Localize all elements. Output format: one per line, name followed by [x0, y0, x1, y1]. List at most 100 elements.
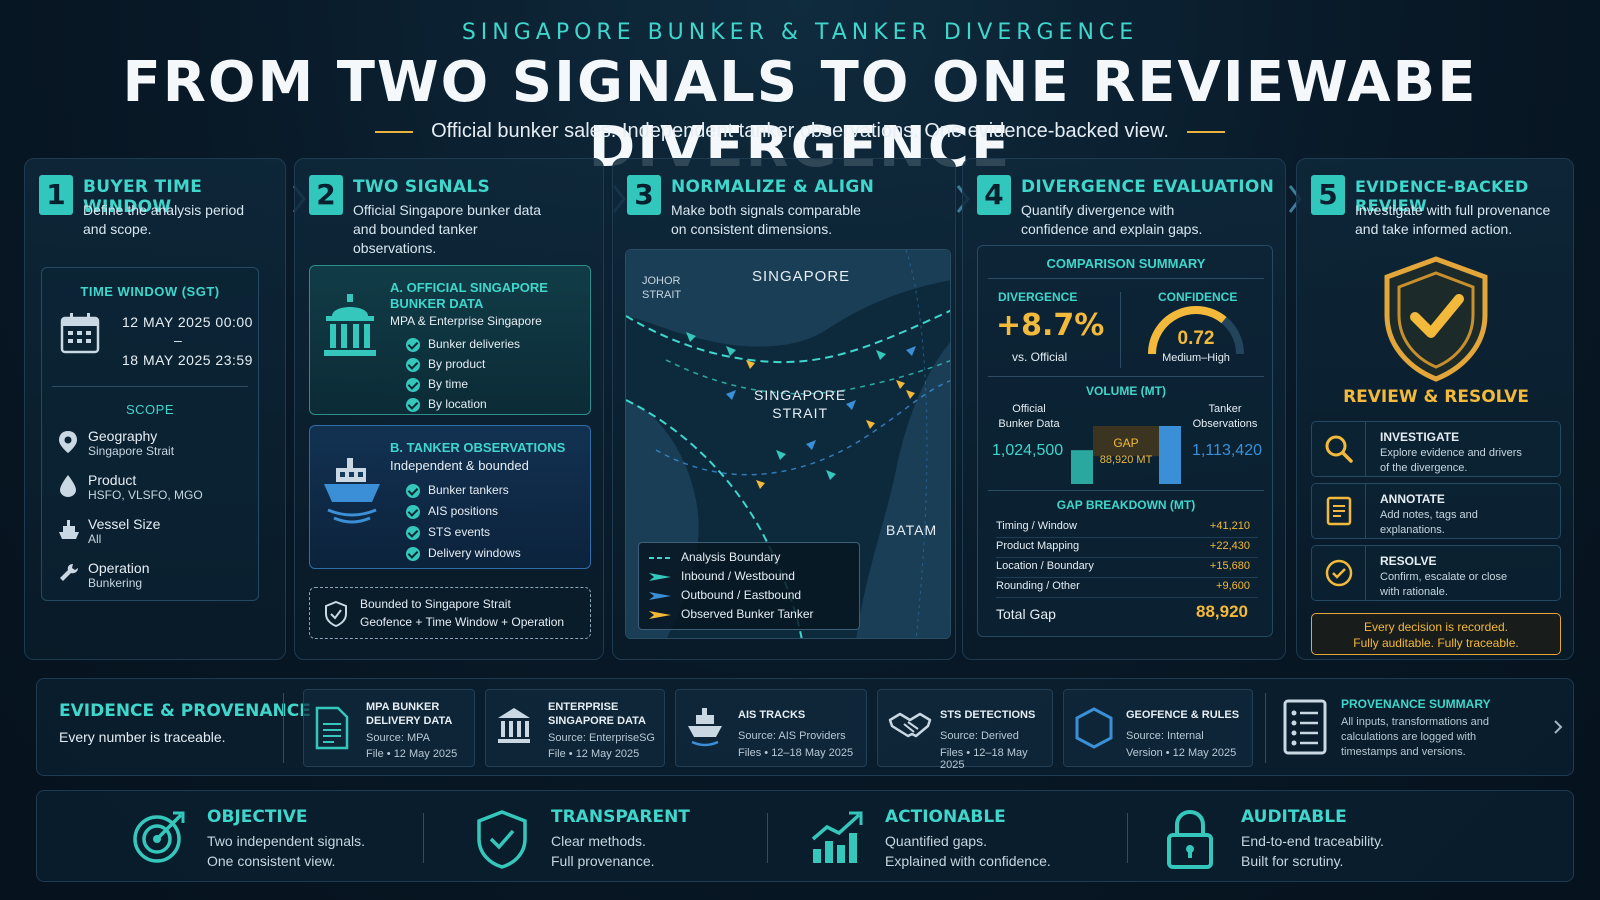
- evidence-card-sts[interactable]: STS DETECTIONS Source: Derived Files • 1…: [877, 689, 1053, 771]
- evidence-card-date: Version • 12 May 2025: [1126, 747, 1237, 759]
- kicker-title: SINGAPORE BUNKER & TANKER DIVERGENCE: [461, 20, 1139, 45]
- step-description-line: and bounded tanker: [353, 221, 478, 237]
- check-circle-icon: [1325, 559, 1353, 587]
- divider: [52, 386, 248, 387]
- scope-name: Vessel Size: [88, 516, 161, 532]
- breakdown-row: Rounding / Other +9,600: [996, 580, 1258, 598]
- step-panel-evidence-backed-review: 5 EVIDENCE-BACKED REVIEW Investigate wit…: [1296, 158, 1574, 660]
- breakdown-name: Timing / Window: [996, 520, 1077, 532]
- subtitle-text: Official bunker sales. Independent tanke…: [431, 120, 1169, 142]
- resolve-action[interactable]: RESOLVE Confirm, escalate or close with r…: [1311, 545, 1561, 601]
- list-item-label: By time: [428, 377, 469, 391]
- official-bunker-data-source: MPA & Enterprise Singapore: [390, 314, 542, 328]
- evidence-card-geofence[interactable]: GEOFENCE & RULES Source: Internal Versio…: [1063, 689, 1253, 767]
- step-panel-normalize-align: 3 NORMALIZE & ALIGN Make both signals co…: [612, 158, 956, 660]
- evidence-card-ais[interactable]: AIS TRACKS Source: AIS Providers Files •…: [675, 689, 867, 767]
- breakdown-name: Location / Boundary: [996, 560, 1094, 572]
- evidence-card-title: ENTERPRISE SINGAPORE DATA: [548, 700, 646, 728]
- tanker-volume-value: 1,113,420: [1192, 442, 1262, 459]
- official-volume-bar: [1071, 450, 1093, 484]
- principle-objective: OBJECTIVE Two independent signals. One co…: [131, 805, 411, 869]
- evidence-card-date: File • 12 May 2025: [366, 748, 458, 760]
- provenance-summary[interactable]: PROVENANCE SUMMARY All inputs, transform…: [1273, 687, 1569, 769]
- divider: [767, 813, 768, 863]
- principle-description: Two independent signals. One consistent v…: [207, 831, 365, 871]
- evidence-title: EVIDENCE & PROVENANCE: [59, 701, 311, 721]
- step-panel-divergence-evaluation: 4 DIVERGENCE EVALUATION Quantify diverge…: [962, 158, 1286, 660]
- evidence-card-title: GEOFENCE & RULES: [1126, 709, 1240, 721]
- chevron-right-icon[interactable]: [1553, 719, 1563, 735]
- description-line: calculations are logged with: [1341, 731, 1477, 743]
- shield-check-icon: [477, 810, 527, 869]
- target-icon: [133, 811, 185, 863]
- tanker-volume-bar: [1159, 426, 1181, 484]
- map-label-line: JOHOR: [642, 275, 681, 287]
- boundary-note-line: Bounded to Singapore Strait: [360, 597, 511, 611]
- step-description-line: on consistent dimensions.: [671, 221, 833, 237]
- list-item: Bunker tankers: [406, 482, 509, 500]
- tanker-ship-icon: [688, 708, 722, 747]
- evidence-provenance-bar: EVIDENCE & PROVENANCE Every number is tr…: [36, 678, 1574, 776]
- subtitle: Official bunker sales. Independent tanke…: [0, 120, 1600, 143]
- step-description: Quantify divergence with confidence and …: [1021, 201, 1202, 239]
- label-line: Observations: [1192, 418, 1258, 430]
- divider: [988, 490, 1264, 491]
- government-building-icon: [324, 294, 376, 356]
- scope-product: Product HSFO, VLSFO, MGO: [56, 472, 246, 510]
- breakdown-value: +41,210: [1209, 520, 1250, 532]
- evidence-card-mpa[interactable]: MPA BUNKER DELIVERY DATA Source: MPA File…: [303, 689, 475, 767]
- list-item-label: STS events: [428, 525, 491, 539]
- evidence-card-enterprise[interactable]: ENTERPRISE SINGAPORE DATA Source: Enterpr…: [485, 689, 665, 767]
- breakdown-row: Timing / Window +41,210: [996, 520, 1258, 538]
- principle-title: AUDITABLE: [1241, 807, 1347, 827]
- description-line: explanations.: [1380, 524, 1445, 536]
- step-description-line: Define the analysis period: [83, 202, 245, 218]
- scope-vessel-size: Vessel Size All: [56, 516, 246, 554]
- annotate-action[interactable]: ANNOTATE Add notes, tags and explanations…: [1311, 483, 1561, 539]
- principle-title: OBJECTIVE: [207, 807, 308, 827]
- confidence-value: 0.72: [1177, 328, 1215, 349]
- breakdown-value: +9,600: [1216, 580, 1250, 592]
- boundary-note-box: Bounded to Singapore Strait Geofence + T…: [309, 587, 591, 639]
- scope-name: Operation: [88, 560, 150, 576]
- step-title: NORMALIZE & ALIGN: [671, 177, 875, 197]
- official-bunker-data-box: A. OFFICIAL SINGAPORE BUNKER DATA MPA & …: [309, 265, 591, 415]
- audit-line: Fully auditable. Fully traceable.: [1353, 636, 1519, 650]
- evidence-sub: Every number is traceable.: [59, 729, 226, 745]
- check-icon: [406, 377, 420, 392]
- provenance-title: PROVENANCE SUMMARY: [1341, 697, 1491, 711]
- gap-band: [1093, 426, 1159, 457]
- government-building-icon: [498, 708, 530, 743]
- divider: [283, 693, 284, 763]
- legend-label: Outbound / Eastbound: [681, 588, 802, 602]
- title-line: MPA BUNKER: [366, 701, 440, 713]
- label-line: Bunker Data: [998, 418, 1060, 430]
- description-line: Explore evidence and drivers: [1380, 447, 1522, 459]
- description-line: Confirm, escalate or close: [1380, 571, 1508, 583]
- step-description-line: Quantify divergence with: [1021, 202, 1175, 218]
- scope-value: Bunkering: [88, 576, 143, 590]
- list-item-label: By location: [428, 397, 487, 411]
- scope-name: Product: [88, 472, 137, 488]
- handshake-icon: [888, 712, 932, 738]
- legend-item: Inbound / Westbound: [649, 569, 795, 585]
- title-line: A. OFFICIAL SINGAPORE: [390, 280, 548, 295]
- audit-note: Every decision is recorded. Fully audita…: [1311, 613, 1561, 655]
- step-title: BUYER TIME WINDOW: [83, 177, 203, 217]
- total-gap-label: Total Gap: [996, 606, 1056, 622]
- official-bunker-data-title: A. OFFICIAL SINGAPORE BUNKER DATA: [390, 280, 548, 312]
- list-item: AIS positions: [406, 503, 498, 521]
- legend-item: Analysis Boundary: [649, 550, 780, 566]
- total-gap-value: 88,920: [1196, 602, 1248, 621]
- description-line: with rationale.: [1380, 586, 1448, 598]
- tanker-ship-icon: [324, 458, 380, 524]
- step-title: EVIDENCE-BACKED REVIEW: [1355, 177, 1529, 215]
- evidence-card-source: Source: Derived: [940, 730, 1019, 742]
- investigate-action[interactable]: INVESTIGATE Explore evidence and drivers…: [1311, 421, 1561, 477]
- main-title: FROM TWO SIGNALS TO ONE REVIEWABE DIVERG…: [122, 50, 1478, 180]
- tanker-volume-label: Tanker Observations: [1184, 402, 1266, 432]
- map-label-batam: BATAM: [886, 522, 938, 538]
- evidence-card-date: Files • 12–18 May 2025: [940, 747, 1028, 771]
- lock-icon: [1167, 809, 1213, 869]
- review-resolve-label: REVIEW & RESOLVE: [1343, 387, 1529, 407]
